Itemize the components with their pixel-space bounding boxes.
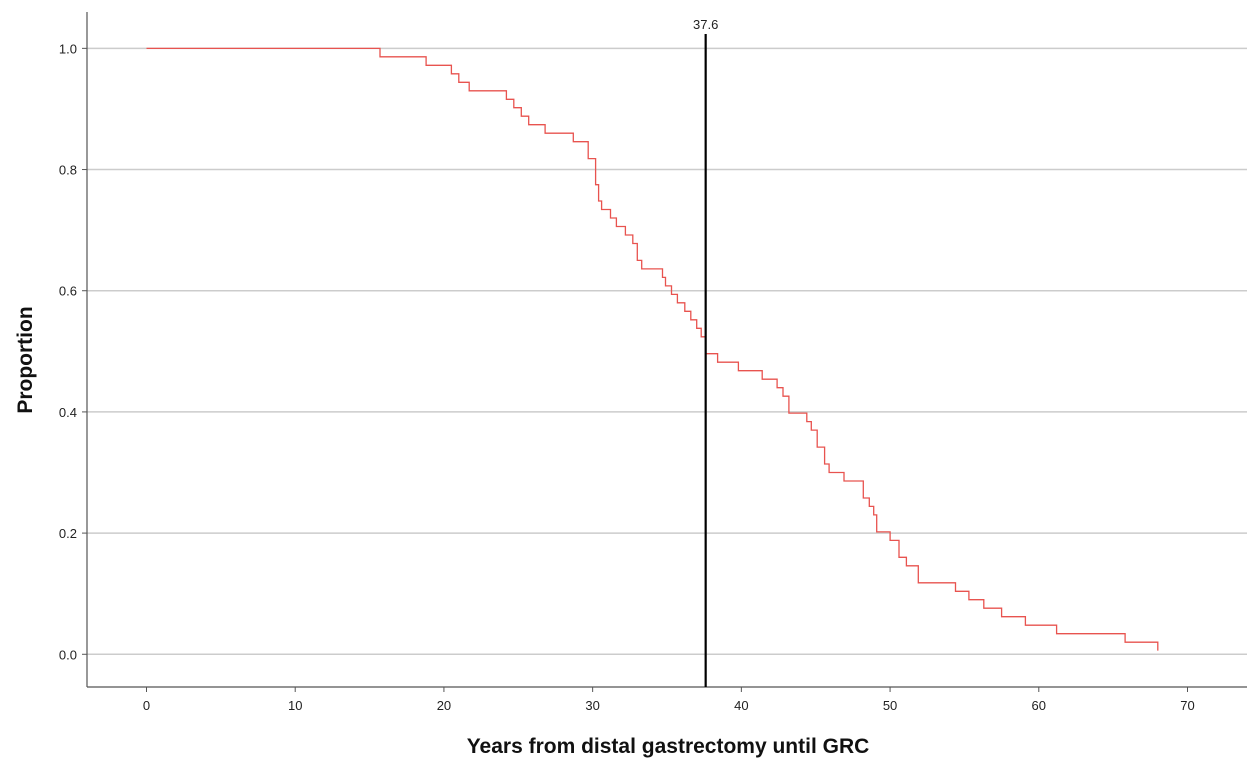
x-tick-label: 70: [1180, 698, 1194, 713]
axes: [82, 12, 1247, 692]
y-tick-label: 1.0: [59, 41, 77, 56]
gridlines: [87, 47, 1247, 656]
series-layer: [146, 47, 1159, 651]
x-tick-label: 20: [437, 698, 451, 713]
y-tick-label: 0.0: [59, 647, 77, 662]
survival-step-line: [146, 47, 1159, 651]
y-tick-label: 0.2: [59, 526, 77, 541]
median-reference-label: 37.6: [693, 17, 718, 32]
x-tick-label: 60: [1032, 698, 1046, 713]
y-axis-title: Proportion: [14, 306, 37, 413]
x-tick-label: 40: [734, 698, 748, 713]
x-tick-label: 30: [585, 698, 599, 713]
x-tick-label: 0: [143, 698, 150, 713]
tick-labels: 0.0 0.2 0.4 0.6 0.8 1.0 0 10 20 30 40 50 60 70: [59, 41, 1195, 713]
x-axis-title: Years from distal gastrectomy until GRC: [467, 735, 870, 758]
x-tick-label: 50: [883, 698, 897, 713]
x-tick-label: 10: [288, 698, 302, 713]
reference-line-group: 37.6: [693, 17, 718, 687]
y-tick-label: 0.8: [59, 163, 77, 178]
y-tick-label: 0.4: [59, 405, 77, 420]
y-tick-label: 0.6: [59, 284, 77, 299]
